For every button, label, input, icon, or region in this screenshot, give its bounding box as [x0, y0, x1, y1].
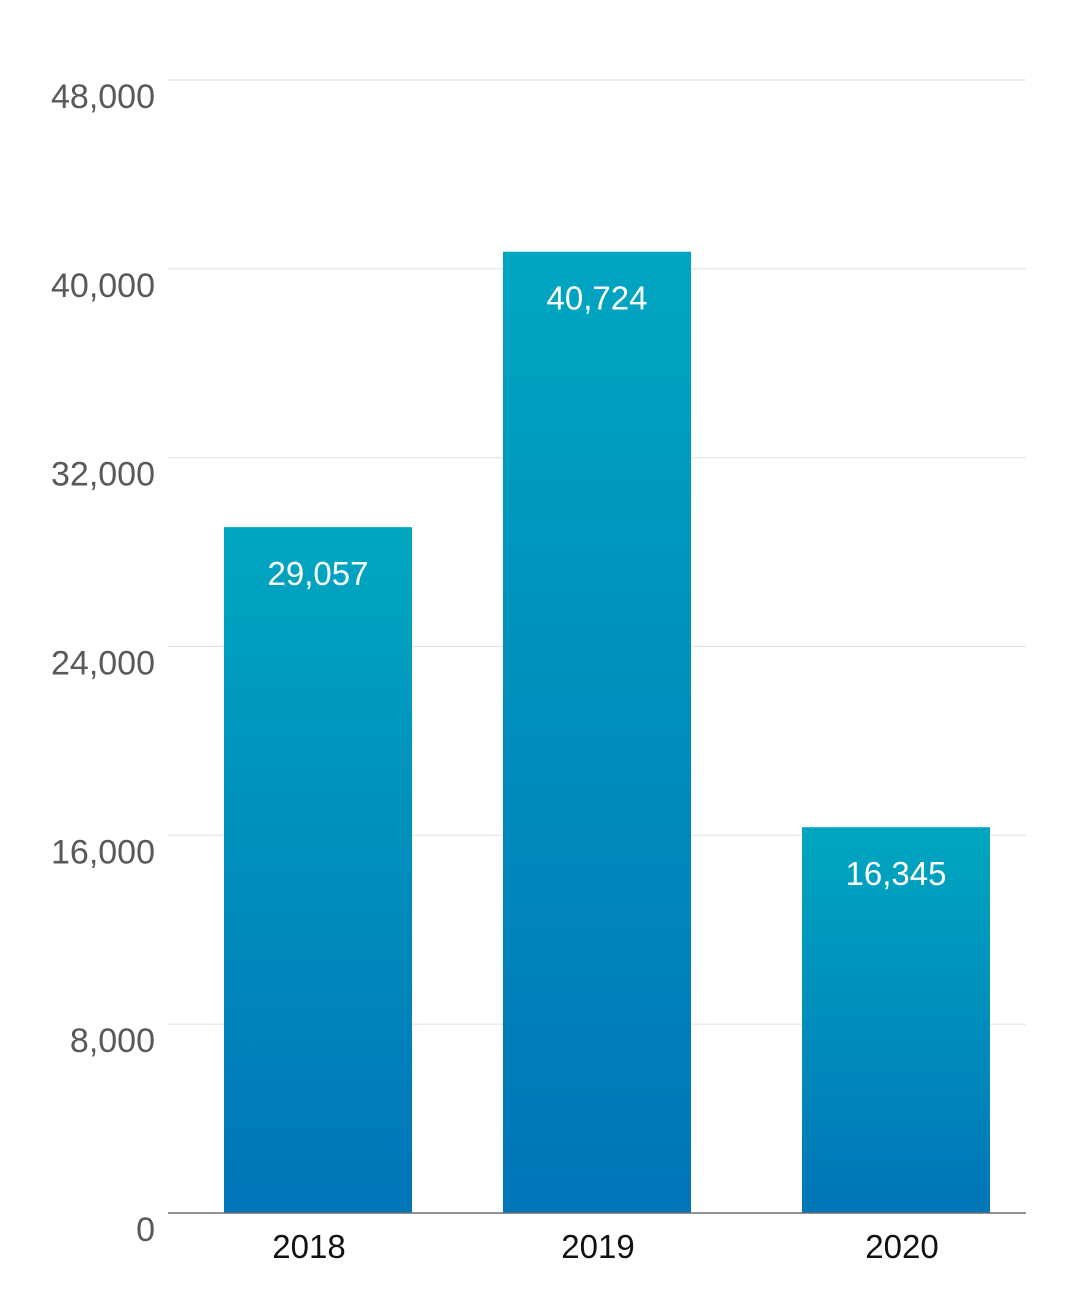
x-tick-label: 2018: [272, 1228, 345, 1265]
y-tick-label: 48,000: [51, 78, 155, 116]
y-axis-ticks: 0 8,000 16,000 24,000 32,000 40,000 48,000: [51, 78, 155, 1249]
x-axis-ticks: 2018 2019 2020: [272, 1228, 938, 1265]
y-tick-label: 32,000: [51, 456, 155, 494]
y-tick-label: 16,000: [51, 833, 155, 871]
data-labels: 29,057 40,724 16,345: [268, 280, 947, 892]
data-label: 40,724: [547, 280, 648, 317]
bar-2020: [802, 827, 990, 1213]
y-tick-label: 8,000: [70, 1022, 155, 1060]
y-tick-label: 40,000: [51, 267, 155, 305]
x-tick-label: 2020: [865, 1228, 938, 1265]
bars: [224, 251, 990, 1214]
bar-2018: [224, 527, 412, 1213]
data-label: 29,057: [268, 555, 369, 592]
data-label: 16,345: [846, 855, 947, 892]
x-tick-label: 2019: [561, 1228, 634, 1265]
y-tick-label: 0: [136, 1211, 155, 1249]
bar-2019: [503, 251, 691, 1214]
y-tick-label: 24,000: [51, 645, 155, 683]
